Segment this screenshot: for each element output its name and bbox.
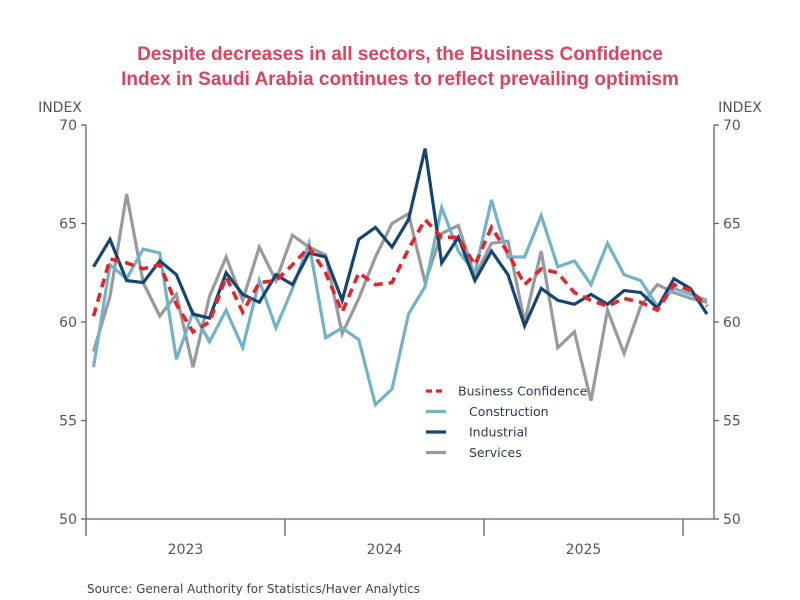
right-axis-title: INDEX [718, 100, 762, 116]
x-ticks: 2023 2024 2025 [85, 519, 684, 558]
series-line-industrial [92, 148, 709, 331]
chart-title-line-2: Index in Saudi Arabia continues to refle… [121, 69, 679, 90]
legend: Business Confidence Construction Industria… [426, 384, 588, 460]
left-y-tick-label: 50 [59, 512, 77, 528]
legend-label-construction: Construction [469, 404, 549, 419]
legend-label-business-confidence: Business Confidence [458, 384, 588, 399]
series-line-services [91, 193, 708, 402]
right-y-tick-label: 60 [723, 315, 741, 331]
right-y-tick-label: 55 [723, 414, 741, 430]
left-axis-title: INDEX [38, 100, 82, 116]
left-y-tick-label: 65 [59, 217, 77, 233]
source-note: Source: General Authority for Statistics… [87, 582, 420, 596]
right-y-tick-label: 50 [723, 512, 741, 528]
legend-label-industrial: Industrial [469, 425, 528, 440]
right-y-tick-label: 65 [723, 217, 741, 233]
chart-title-line-1: Despite decreases in all sectors, the Bu… [137, 44, 663, 65]
chart-title: Despite decreases in all sectors, the Bu… [0, 42, 800, 92]
left-y-tick-label: 55 [59, 414, 77, 430]
y-ticks: 50 50 55 55 60 60 65 65 70 70 [59, 118, 741, 528]
x-tick-label: 2024 [367, 542, 403, 558]
x-tick-label: 2023 [168, 542, 204, 558]
x-tick-label: 2025 [566, 542, 602, 558]
right-y-tick-label: 70 [723, 118, 741, 134]
legend-label-services: Services [469, 445, 522, 460]
left-y-tick-label: 60 [59, 315, 77, 331]
axes: INDEX INDEX [38, 100, 762, 520]
series-line-business-confidence [91, 216, 709, 335]
series-lines [91, 148, 709, 408]
left-y-tick-label: 70 [59, 118, 77, 134]
series-line-construction [91, 199, 708, 408]
